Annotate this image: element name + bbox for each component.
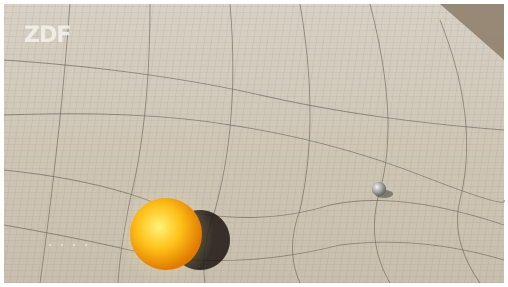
sun [130,198,202,270]
channel-logo: ZDF [24,23,70,48]
planet [372,182,386,196]
fine-grid [4,4,504,283]
video-frame: ZDF [0,0,508,287]
page: {"logo": "ZDF"} [0,0,508,287]
